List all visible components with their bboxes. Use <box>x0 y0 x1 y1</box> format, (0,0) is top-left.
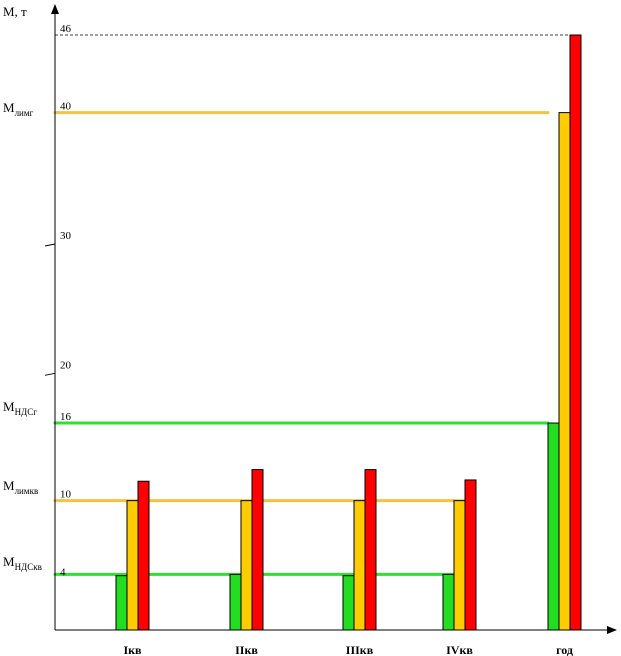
bar-iкв-s2 <box>126 500 139 631</box>
category-labels: Iкв IIкв IIIкв IVкв год <box>123 643 572 656</box>
bar-ivкв-s3 <box>464 479 477 631</box>
bar-iiiкв-s1 <box>342 575 355 631</box>
category-label-год: год <box>556 643 573 656</box>
y-tick-label-20: 20 <box>60 359 72 371</box>
category-label-iiiкв: IIIкв <box>346 643 374 656</box>
ref-label-1: Mлимг <box>3 100 34 118</box>
bar-ivкв-s2 <box>453 500 466 631</box>
category-label-iiкв: IIкв <box>235 643 258 656</box>
y-tick-mark-20 <box>44 372 56 376</box>
y-axis-arrow <box>51 4 59 14</box>
y-axis-title: М, т <box>3 4 27 19</box>
ref-label-2: MНДСг <box>3 399 37 417</box>
y-tick-mark-30 <box>44 243 56 247</box>
bar-год-s1 <box>547 422 560 631</box>
bar-iiiкв-s3 <box>364 469 377 631</box>
y-tick-label-16: 16 <box>60 411 72 423</box>
ref-label-3: Mлимкв <box>3 478 38 496</box>
bar-iiкв-s2 <box>240 500 253 631</box>
bar-iiiкв-s2 <box>353 500 366 631</box>
bar-iкв-s3 <box>137 480 150 631</box>
bar-год-s3 <box>569 34 582 631</box>
axes <box>51 4 617 634</box>
bar-ivкв-s1 <box>442 573 455 631</box>
y-tick-label-4: 4 <box>60 566 66 578</box>
category-label-iкв: Iкв <box>123 643 142 656</box>
category-label-ivкв: IVкв <box>446 643 473 656</box>
bars <box>115 34 582 631</box>
y-ticks: 46 40 30 20 16 10 4 <box>44 23 72 578</box>
y-tick-label-46: 46 <box>60 23 72 35</box>
bar-год-s2 <box>558 112 571 631</box>
y-tick-label-30: 30 <box>60 230 72 242</box>
reference-lines: Mлимг MНДСг Mлимкв MНДСкв <box>3 34 570 576</box>
bar-iiкв-s1 <box>229 573 242 631</box>
bar-iiкв-s3 <box>251 469 264 631</box>
bar-iкв-s1 <box>115 575 128 631</box>
x-axis-arrow <box>607 626 617 634</box>
y-tick-label-10: 10 <box>60 489 72 501</box>
ref-label-4: MНДСкв <box>3 554 42 572</box>
y-tick-label-40: 40 <box>60 101 72 113</box>
